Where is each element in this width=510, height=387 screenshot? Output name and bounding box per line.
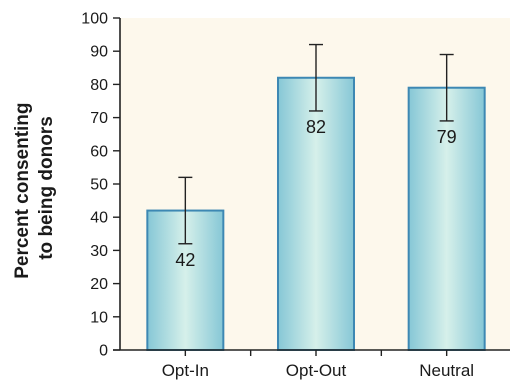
y-axis: 0 10 20 30 40 50 60 70 80 90 100 — [81, 11, 121, 360]
x-tick-label: Opt-Out — [286, 361, 347, 380]
y-tick-label: 70 — [90, 110, 108, 127]
bar-neutral — [407, 86, 486, 351]
y-tick-label: 60 — [90, 143, 108, 160]
y-tick-label: 0 — [99, 343, 108, 360]
value-label: 79 — [437, 127, 457, 147]
value-label: 82 — [306, 117, 326, 137]
value-label: 42 — [175, 250, 195, 270]
x-axis: Opt-In Opt-Out Neutral — [113, 349, 510, 380]
y-axis-title-line-2: to being donors — [36, 116, 57, 260]
y-tick-label: 80 — [90, 77, 108, 94]
y-axis-title: Percent consenting to being donors — [12, 97, 57, 279]
y-tick-label: 30 — [90, 243, 108, 260]
y-tick-label: 50 — [90, 177, 108, 194]
y-axis-title-line-1: Percent consenting — [12, 102, 33, 278]
y-tick-label: 10 — [90, 309, 108, 326]
x-tick-label: Opt-In — [162, 361, 209, 380]
x-tick-label: Neutral — [419, 361, 474, 380]
y-tick-label: 100 — [81, 11, 108, 28]
value-labels-group: 42 82 79 — [175, 117, 456, 270]
error-bars-group — [178, 43, 454, 245]
y-tick-label: 20 — [90, 276, 108, 293]
y-tick-label: 90 — [90, 44, 108, 61]
y-tick-label: 40 — [90, 210, 108, 227]
